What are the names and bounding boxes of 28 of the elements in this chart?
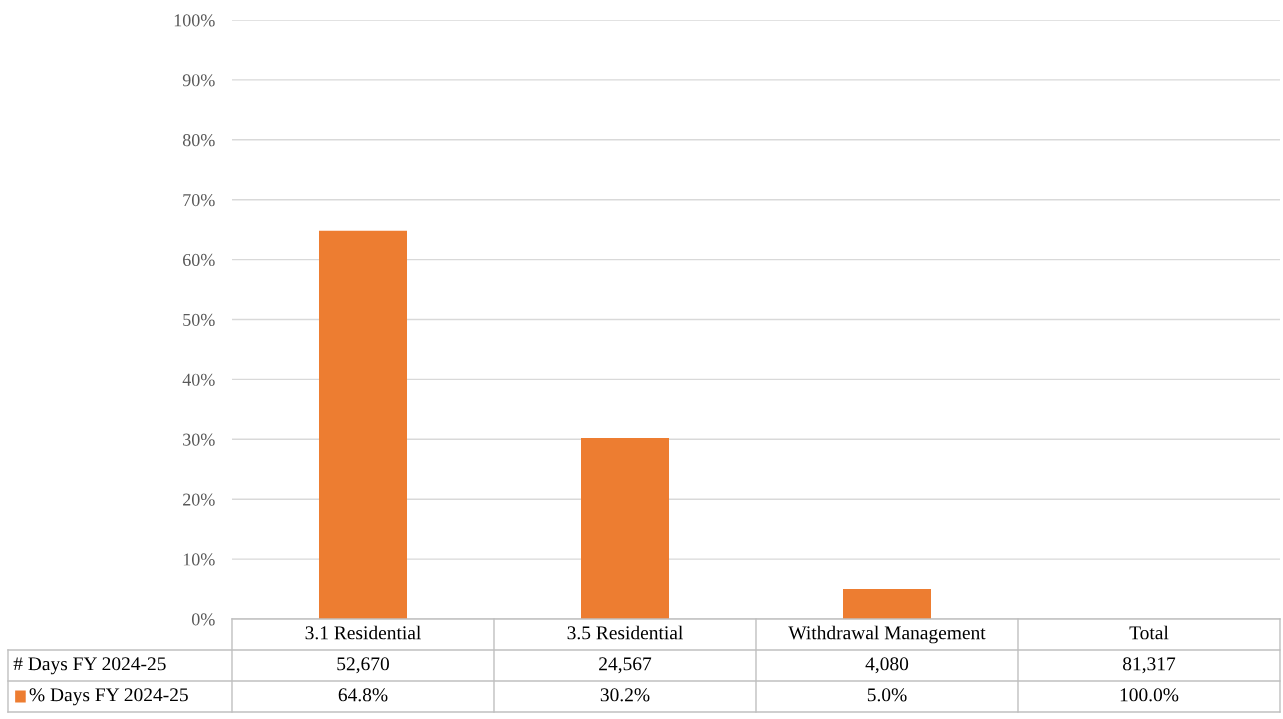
y-tick-label: 60% <box>183 253 215 267</box>
text: 4,080 <box>865 657 909 674</box>
text: # Days FY 2024-25 <box>13 657 166 675</box>
y-tick-label: 80% <box>182 134 215 147</box>
data-label: 5.0% <box>867 688 907 702</box>
y-tick-label: 0% <box>191 613 215 626</box>
y-tick-label: 30% <box>183 433 215 446</box>
y-tick-label: 10% <box>183 553 215 566</box>
y-tick-label: 50% <box>183 313 215 326</box>
bar <box>319 230 407 619</box>
x-tick-label: Total <box>1129 625 1169 640</box>
bar <box>843 589 931 619</box>
y-tick-label: 100% <box>174 14 215 27</box>
text: 52,670 <box>337 657 389 674</box>
bar <box>581 438 669 619</box>
x-tick-label: 3.1 Residential <box>305 625 421 640</box>
x-tick-label: 3.5 Residential <box>567 625 683 640</box>
y-tick-label: 40% <box>182 373 215 386</box>
text: 24,567 <box>599 657 652 674</box>
text: 100.0% <box>1120 688 1179 702</box>
y-tick-label: 90% <box>182 74 215 87</box>
text: 81,317 <box>1123 657 1176 674</box>
legend-label: % Days FY 2024-25 <box>29 688 188 706</box>
data-label: 30.2% <box>600 688 650 702</box>
y-tick-label: 20% <box>183 493 215 506</box>
x-tick-label: Withdrawal Management <box>788 625 986 644</box>
y-tick-label: 70% <box>183 193 215 207</box>
data-label: 64.8% <box>338 688 388 702</box>
